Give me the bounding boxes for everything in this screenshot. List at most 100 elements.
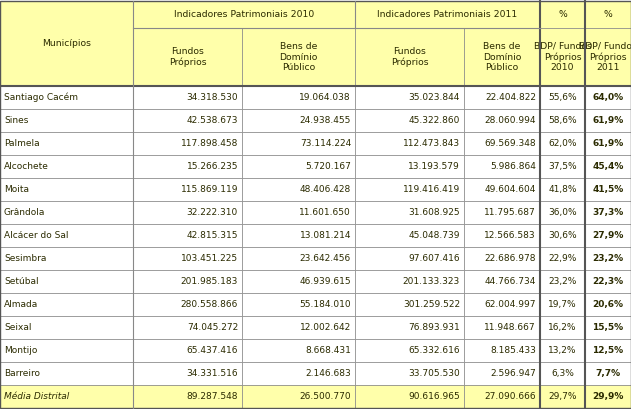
Text: 29,9%: 29,9% [593, 392, 623, 401]
Bar [133, 201, 242, 224]
Text: 30,6%: 30,6% [548, 231, 577, 240]
Text: 22.404.822: 22.404.822 [485, 93, 536, 102]
Bar [242, 247, 355, 270]
Bar [133, 224, 242, 247]
Text: 13.081.214: 13.081.214 [300, 231, 351, 240]
Text: Fundos
Próprios: Fundos Próprios [391, 47, 428, 67]
Text: 36,0%: 36,0% [548, 208, 577, 217]
Text: Seixal: Seixal [4, 323, 32, 332]
Bar [133, 28, 242, 86]
Bar [464, 201, 540, 224]
Text: Santiago Cacém: Santiago Cacém [4, 93, 78, 102]
Text: Alcochete: Alcochete [4, 162, 49, 171]
Text: 12.002.642: 12.002.642 [300, 323, 351, 332]
Text: 49.604.604: 49.604.604 [485, 185, 536, 194]
Text: Barreiro: Barreiro [4, 369, 40, 378]
Bar [355, 28, 464, 86]
Bar [585, 362, 631, 385]
Text: 22.686.978: 22.686.978 [485, 254, 536, 263]
Text: 31.608.925: 31.608.925 [408, 208, 460, 217]
Text: 41,5%: 41,5% [593, 185, 623, 194]
Text: 61,9%: 61,9% [593, 116, 623, 125]
Bar [133, 293, 242, 316]
Text: 12.566.583: 12.566.583 [485, 231, 536, 240]
Text: 45.048.739: 45.048.739 [408, 231, 460, 240]
Text: 20,6%: 20,6% [593, 300, 623, 309]
Text: 55.184.010: 55.184.010 [299, 300, 351, 309]
Text: 19,7%: 19,7% [548, 300, 577, 309]
Bar [585, 178, 631, 201]
Bar [0, 339, 133, 362]
Bar [585, 201, 631, 224]
Bar [355, 132, 464, 155]
Bar [355, 109, 464, 132]
Text: 45.322.860: 45.322.860 [409, 116, 460, 125]
Text: 5.720.167: 5.720.167 [305, 162, 351, 171]
Text: 73.114.224: 73.114.224 [300, 139, 351, 148]
Bar [585, 293, 631, 316]
Bar [540, 339, 585, 362]
Text: 90.616.965: 90.616.965 [408, 392, 460, 401]
Bar [585, 224, 631, 247]
Bar [242, 178, 355, 201]
Text: 62,0%: 62,0% [548, 139, 577, 148]
Bar [242, 339, 355, 362]
Bar [540, 1, 585, 28]
Text: 61,9%: 61,9% [593, 139, 623, 148]
Bar [242, 109, 355, 132]
Bar [133, 362, 242, 385]
Text: 201.133.323: 201.133.323 [403, 277, 460, 286]
Text: 22,3%: 22,3% [593, 277, 623, 286]
Bar [0, 362, 133, 385]
Bar [585, 1, 631, 28]
Text: 201.985.183: 201.985.183 [180, 277, 238, 286]
Text: 41,8%: 41,8% [548, 185, 577, 194]
Bar [540, 132, 585, 155]
Text: 23,2%: 23,2% [548, 277, 577, 286]
Text: %: % [558, 10, 567, 19]
Bar [585, 132, 631, 155]
Bar [242, 362, 355, 385]
Bar [585, 86, 631, 109]
Bar [0, 86, 133, 109]
Bar [464, 385, 540, 408]
Bar [585, 339, 631, 362]
Bar [585, 28, 631, 86]
Bar [355, 247, 464, 270]
Bar [133, 86, 242, 109]
Text: 32.222.310: 32.222.310 [187, 208, 238, 217]
Text: 19.064.038: 19.064.038 [299, 93, 351, 102]
Bar [464, 224, 540, 247]
Bar [133, 247, 242, 270]
Bar [464, 155, 540, 178]
Text: 26.500.770: 26.500.770 [299, 392, 351, 401]
Text: Indicadores Patrimoniais 2010: Indicadores Patrimoniais 2010 [174, 10, 314, 19]
Text: %: % [604, 10, 612, 19]
Text: 22,9%: 22,9% [548, 254, 577, 263]
Text: 46.939.615: 46.939.615 [299, 277, 351, 286]
Bar [0, 132, 133, 155]
Text: 55,6%: 55,6% [548, 93, 577, 102]
Bar [0, 109, 133, 132]
Text: Indicadores Patrimoniais 2011: Indicadores Patrimoniais 2011 [377, 10, 517, 19]
Text: 58,6%: 58,6% [548, 116, 577, 125]
Text: Palmela: Palmela [4, 139, 40, 148]
Bar [540, 224, 585, 247]
Text: 280.558.866: 280.558.866 [180, 300, 238, 309]
Bar [585, 316, 631, 339]
Bar [540, 178, 585, 201]
Text: 7,7%: 7,7% [596, 369, 620, 378]
Bar [585, 109, 631, 132]
Text: 29,7%: 29,7% [548, 392, 577, 401]
Bar [464, 293, 540, 316]
Bar [355, 316, 464, 339]
Text: 89.287.548: 89.287.548 [187, 392, 238, 401]
Bar [464, 28, 540, 86]
Bar [133, 178, 242, 201]
Bar [242, 155, 355, 178]
Bar [355, 201, 464, 224]
Bar [464, 270, 540, 293]
Bar [0, 270, 133, 293]
Bar [540, 362, 585, 385]
Text: Montijo: Montijo [4, 346, 37, 355]
